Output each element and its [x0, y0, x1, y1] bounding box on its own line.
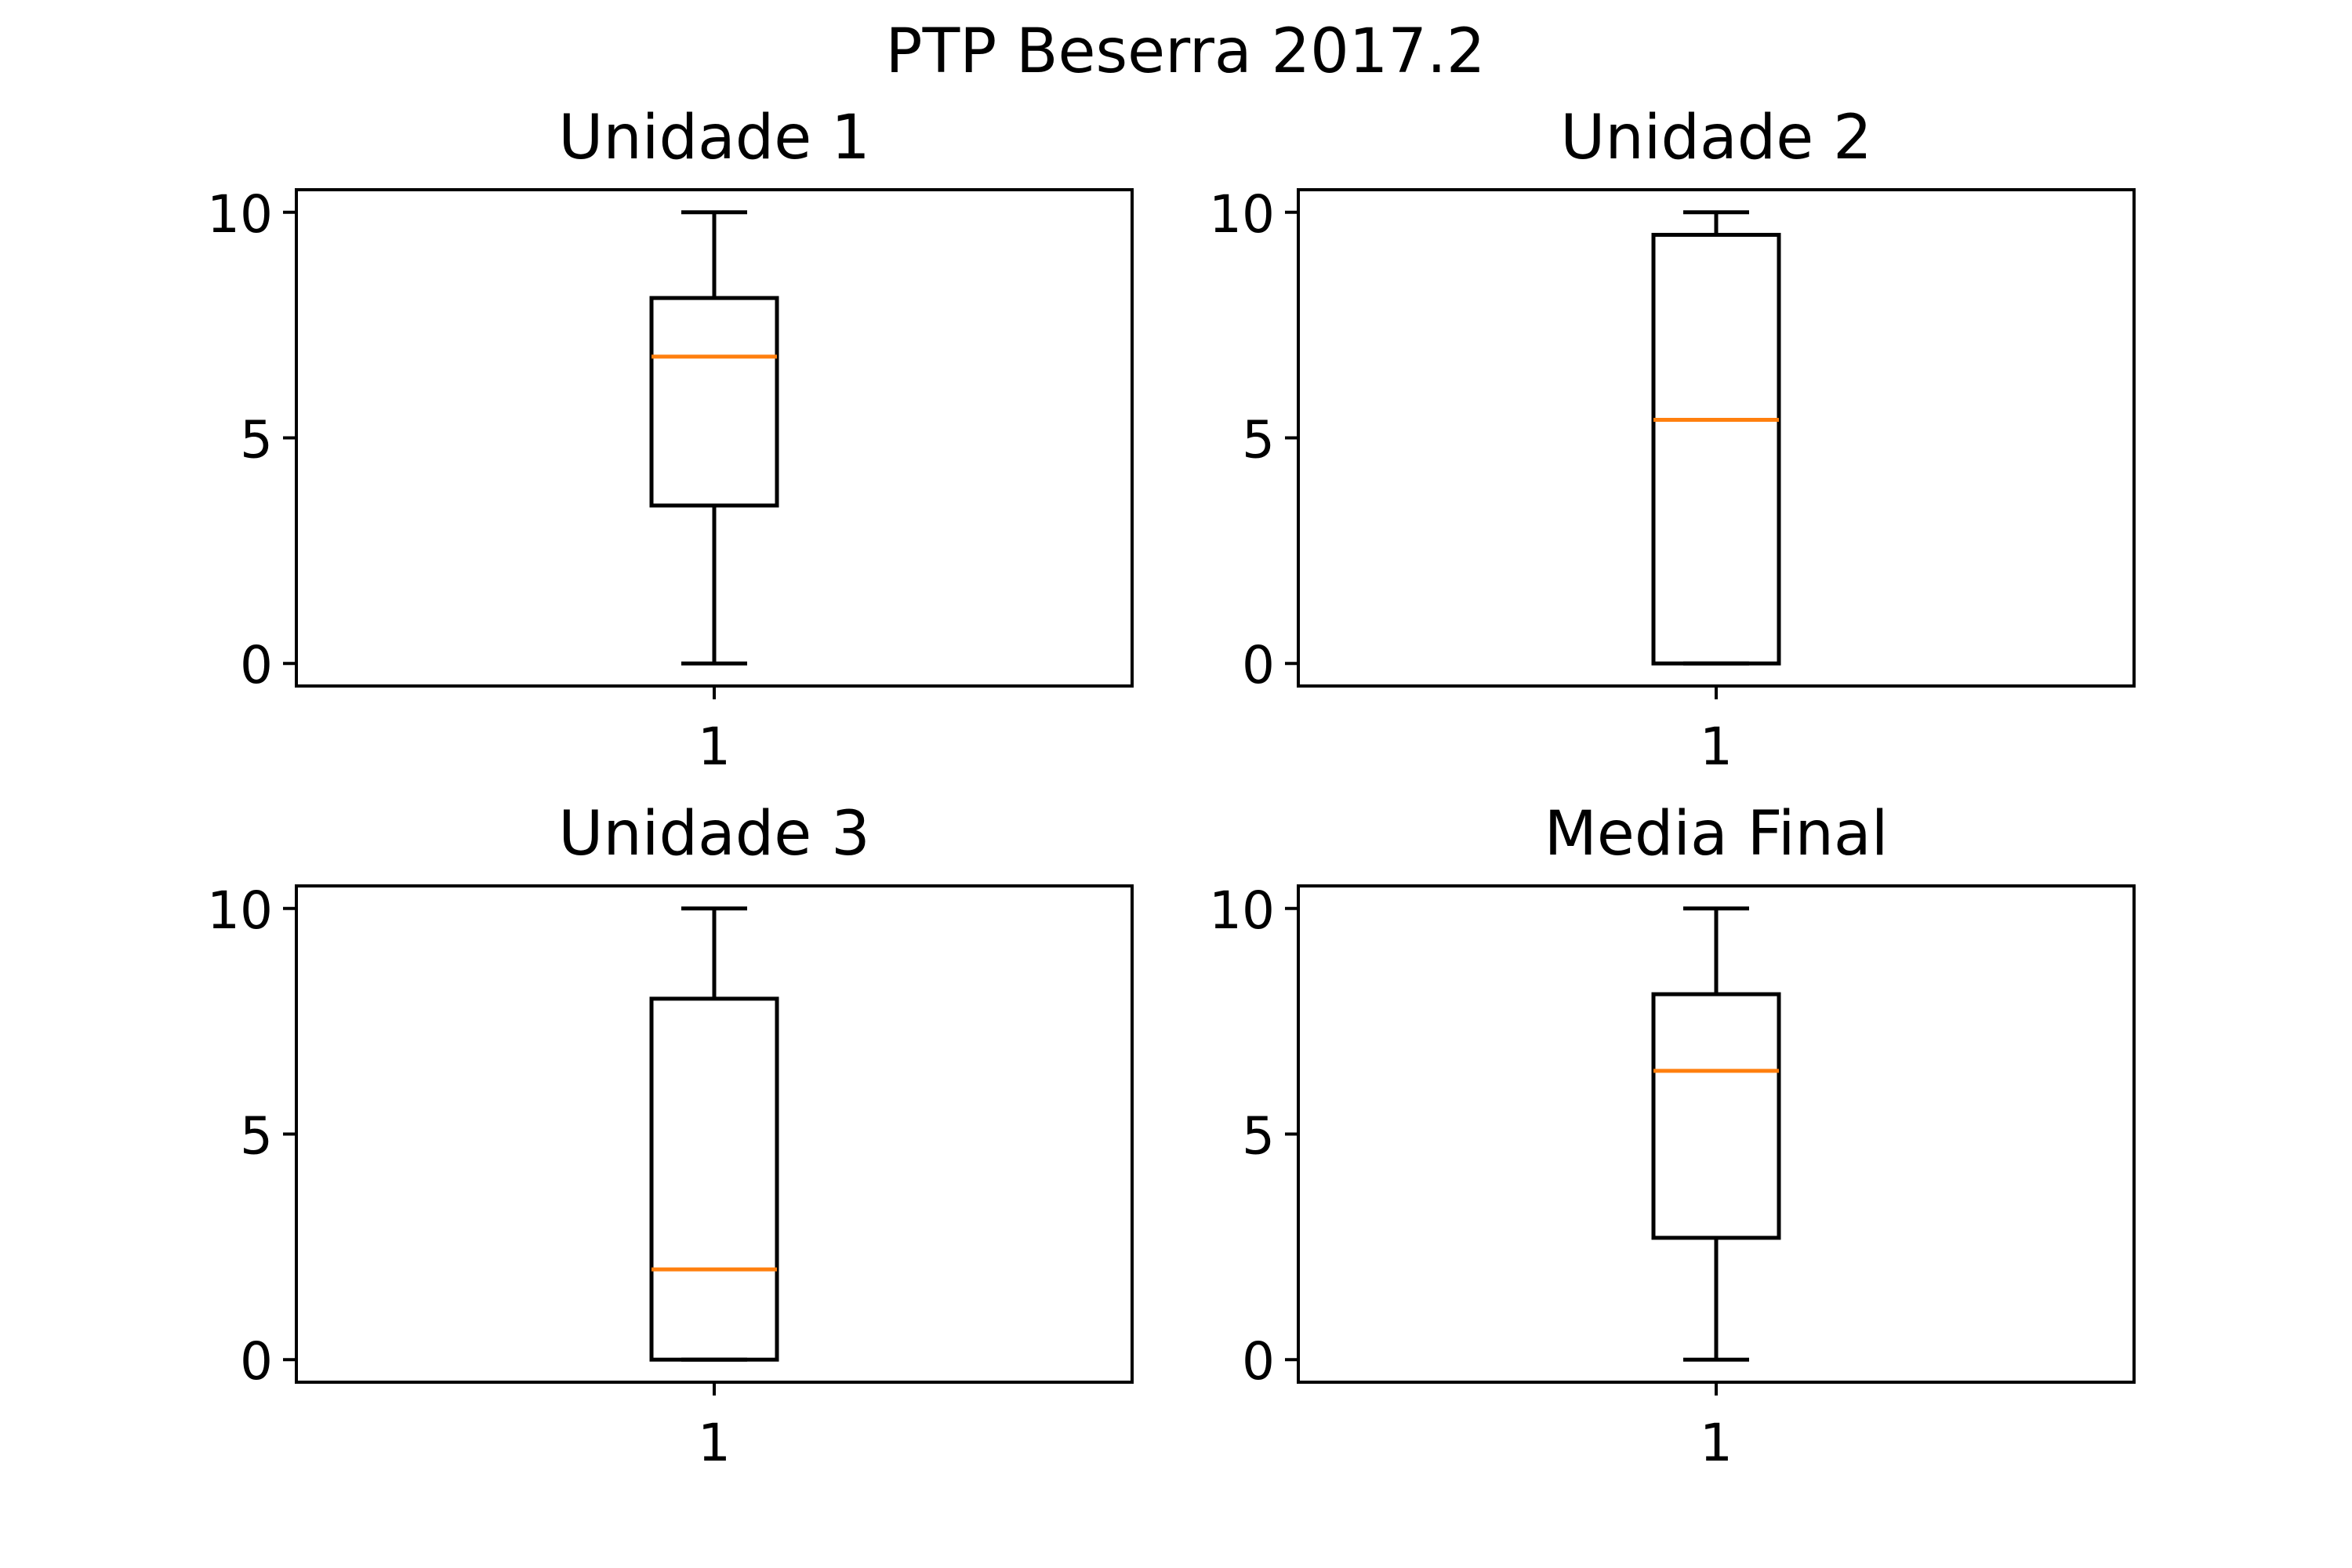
y-tick-label: 0: [240, 1331, 273, 1392]
subplot-4: Media Final 0 5 10 1: [1209, 799, 2136, 1473]
subplot-1: Unidade 1 0 5 10 1: [207, 103, 1134, 777]
box-1: [1651, 906, 1781, 1362]
axes-frame: [295, 188, 1134, 688]
y-tick-label: 10: [207, 880, 273, 941]
y-tick-label: 5: [240, 1106, 273, 1167]
iqr-box: [649, 296, 779, 508]
iqr-box: [1651, 992, 1781, 1240]
y-tick-label: 10: [1209, 880, 1275, 941]
iqr-box: [1651, 233, 1781, 666]
y-tick-label: 10: [207, 184, 273, 245]
x-tick-label: 1: [698, 1413, 731, 1473]
y-tick-label: 0: [1242, 1331, 1275, 1392]
y-tick-label: 0: [1242, 635, 1275, 695]
axes-frame: [1297, 884, 2136, 1384]
y-tick-label: 5: [1242, 1106, 1275, 1167]
figure-title: PTP Beserra 2017.2: [886, 16, 1486, 87]
axes-frame: [1297, 188, 2136, 688]
y-tick-label: 5: [1242, 410, 1275, 470]
box-1: [649, 906, 779, 1362]
subplot-title: Media Final: [1544, 799, 1889, 869]
axes-frame: [295, 884, 1134, 1384]
y-tick-label: 10: [1209, 184, 1275, 245]
subplot-title: Unidade 3: [558, 799, 869, 869]
x-tick-label: 1: [698, 717, 731, 777]
y-tick-label: 5: [240, 410, 273, 470]
x-tick-label: 1: [1700, 717, 1733, 777]
x-tick-label: 1: [1700, 1413, 1733, 1473]
subplot-2: Unidade 2 0 5 10 1: [1209, 103, 2136, 777]
iqr-box: [649, 996, 779, 1362]
box-1: [649, 210, 779, 666]
subplot-title: Unidade 1: [558, 103, 869, 173]
box-1: [1651, 210, 1781, 666]
y-tick-label: 0: [240, 635, 273, 695]
subplot-3: Unidade 3 0 5 10 1: [207, 799, 1134, 1473]
subplot-title: Unidade 2: [1560, 103, 1871, 173]
